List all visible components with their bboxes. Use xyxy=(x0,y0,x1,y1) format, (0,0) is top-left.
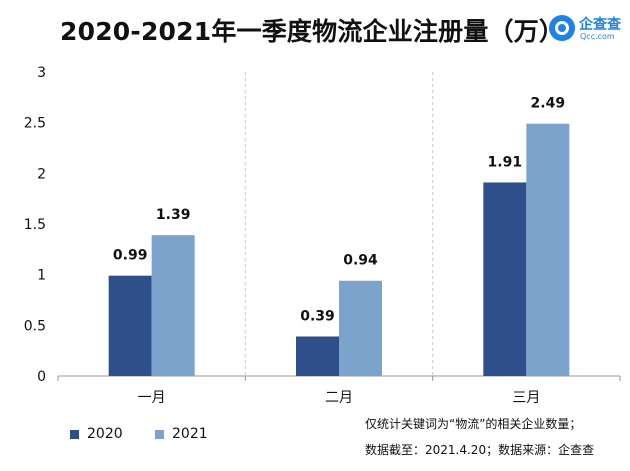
y-tick-label: 2 xyxy=(37,166,46,182)
bar-2020-3 xyxy=(483,182,527,376)
y-tick-label: 3 xyxy=(37,65,46,81)
qcc-logo-icon xyxy=(549,15,575,41)
y-tick-label: 1.5 xyxy=(24,217,46,233)
bar-2021-3 xyxy=(526,123,570,377)
y-tick-label: 0.5 xyxy=(24,318,46,334)
bar-2021-1 xyxy=(151,235,195,376)
bar-2020-1 xyxy=(108,275,152,376)
data-label: 2.49 xyxy=(531,96,566,112)
legend-label-2020: 2020 xyxy=(87,426,123,442)
x-tick-label: 一月 xyxy=(138,390,166,406)
bar-2020-2 xyxy=(296,336,339,376)
data-label: 1.91 xyxy=(488,154,523,170)
data-label: 0.99 xyxy=(113,248,148,264)
y-tick-label: 2.5 xyxy=(24,116,46,132)
data-label: 0.39 xyxy=(300,308,335,324)
y-tick-label: 1 xyxy=(37,268,46,284)
footnote-source: 数据截至：2021.4.20；数据来源：企查查 xyxy=(365,443,595,457)
x-tick-label: 二月 xyxy=(325,390,353,406)
legend-label-2021: 2021 xyxy=(172,426,208,442)
bar-2021-2 xyxy=(339,280,382,376)
logo-name: 企查查 xyxy=(579,17,621,33)
legend-item-2020: 2020 xyxy=(70,424,123,444)
legend-swatch-2021 xyxy=(155,429,164,439)
qcc-logo: 企查查 Qcc.com xyxy=(549,13,630,47)
legend-swatch-2020 xyxy=(70,429,79,439)
chart-title: 2020-2021年一季度物流企业注册量（万） xyxy=(60,17,565,46)
data-label: 1.39 xyxy=(156,207,191,223)
logo-subtitle: Qcc.com xyxy=(580,32,615,41)
y-tick-label: 0 xyxy=(37,369,46,385)
footnote-scope: 仅统计关键词为“物流”的相关企业数量； xyxy=(365,417,582,431)
data-label: 0.94 xyxy=(343,253,378,269)
legend-item-2021: 2021 xyxy=(155,424,208,444)
x-tick-label: 三月 xyxy=(512,390,540,406)
